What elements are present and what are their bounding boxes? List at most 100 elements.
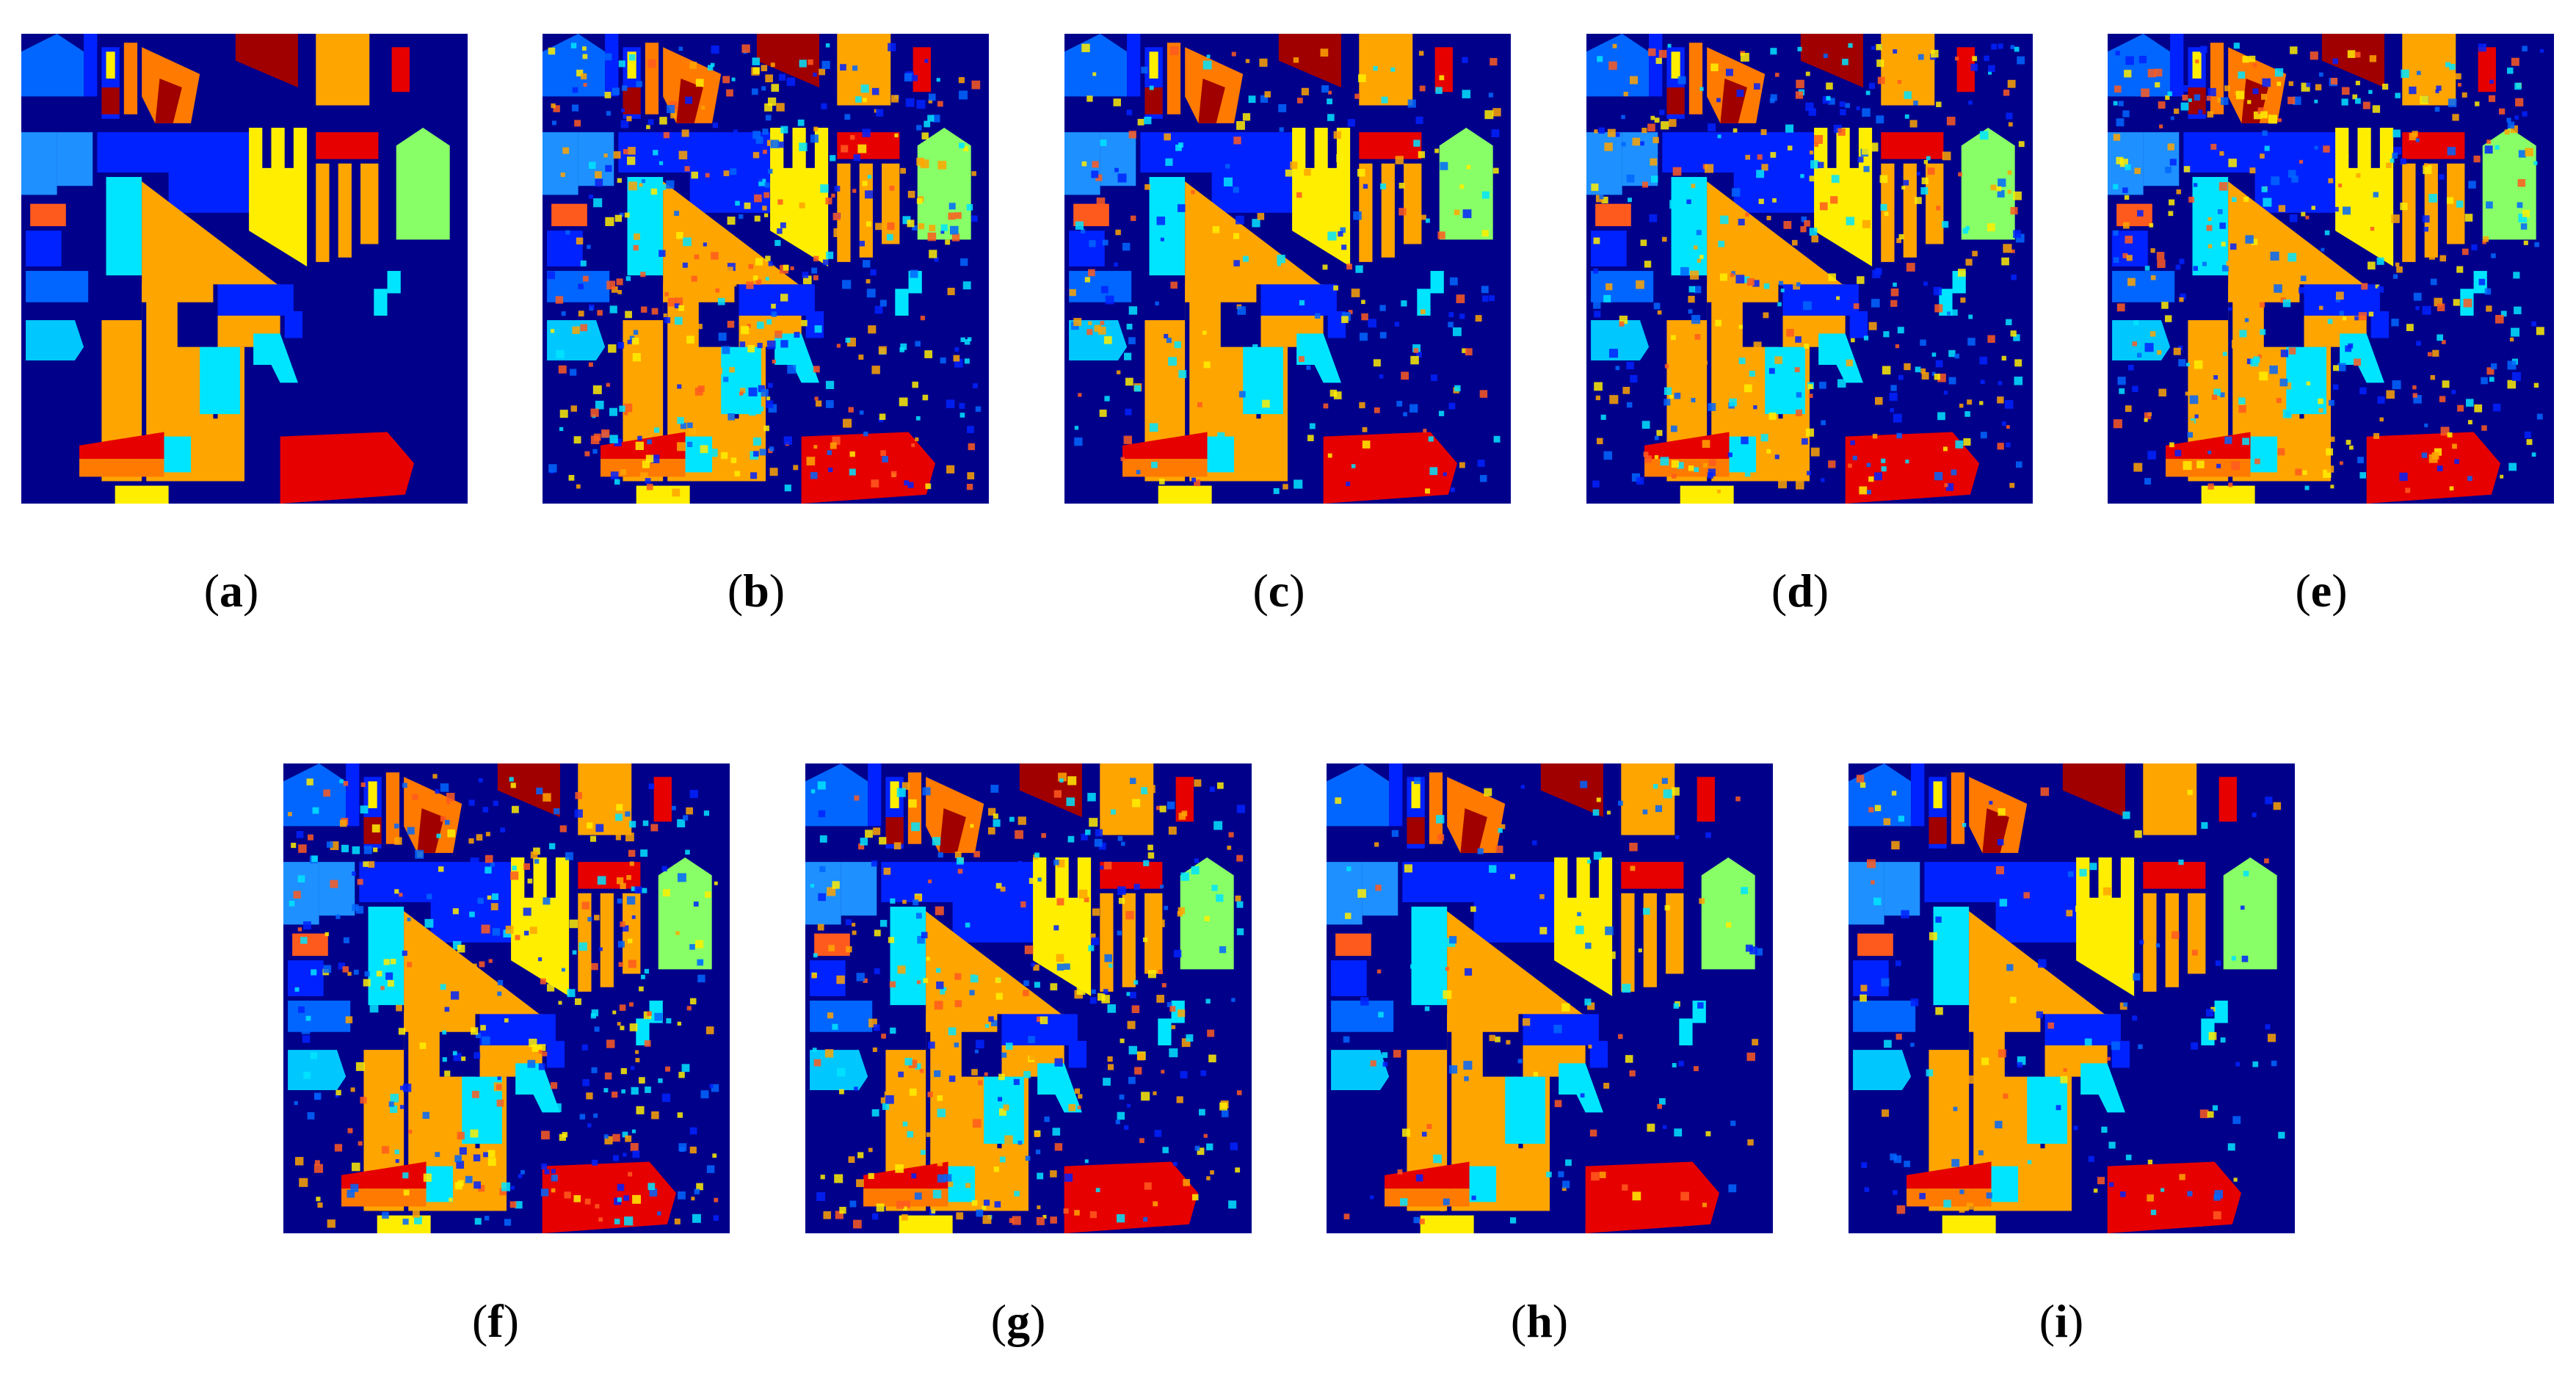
map-noise-pixel <box>1926 156 1931 161</box>
map-noise-pixel <box>2221 242 2226 247</box>
map-noise-pixel <box>1100 866 1104 870</box>
map-noise-pixel <box>648 783 655 790</box>
map-noise-pixel <box>298 844 307 853</box>
map-noise-pixel <box>616 804 623 811</box>
map-noise-pixel <box>1770 152 1777 158</box>
map-noise-pixel <box>1988 70 1992 75</box>
map-noise-pixel <box>857 1152 864 1158</box>
map-noise-pixel <box>1962 823 1967 827</box>
map-noise-pixel <box>296 830 304 838</box>
map-noise-pixel <box>2268 115 2277 124</box>
map-noise-pixel <box>911 443 915 447</box>
map-noise-pixel <box>1603 294 1611 302</box>
map-noise-pixel <box>1629 1070 1636 1077</box>
map-noise-pixel <box>1481 286 1489 294</box>
map-noise-pixel <box>2241 905 2245 910</box>
map-noise-pixel <box>715 288 720 293</box>
map-noise-pixel <box>625 276 631 281</box>
map-noise-pixel <box>633 330 639 335</box>
map-noise-pixel <box>1409 964 1415 969</box>
map-noise-pixel <box>990 785 999 793</box>
map-noise-pixel <box>965 1183 970 1189</box>
map-noise-pixel <box>819 835 827 843</box>
map-noise-pixel <box>1749 946 1758 955</box>
map-noise-pixel <box>402 1219 409 1225</box>
map-noise-pixel <box>1882 366 1891 375</box>
map-noise-pixel <box>1979 401 1984 405</box>
map-noise-pixel <box>385 972 393 980</box>
map-noise-pixel <box>2249 55 2256 62</box>
map-noise-pixel <box>592 449 598 454</box>
map-noise-pixel <box>595 824 604 832</box>
map-noise-pixel <box>2137 210 2144 217</box>
map-region <box>895 289 909 316</box>
map-noise-pixel <box>1124 1125 1129 1131</box>
map-noise-pixel <box>857 144 867 153</box>
map-noise-pixel <box>948 1027 957 1036</box>
map-noise-pixel <box>1760 129 1767 135</box>
map-noise-pixel <box>920 1150 926 1155</box>
map-noise-pixel <box>1471 1195 1476 1200</box>
map-noise-pixel <box>1810 160 1819 169</box>
map-region <box>868 763 882 827</box>
map-noise-pixel <box>654 1012 663 1021</box>
map-noise-pixel <box>2486 305 2492 312</box>
caption-g: (g) <box>990 1295 1046 1347</box>
map-noise-pixel <box>697 324 703 330</box>
map-noise-pixel <box>814 325 822 333</box>
map-noise-pixel <box>2328 178 2334 184</box>
map-noise-pixel <box>620 120 629 128</box>
map-noise-pixel <box>578 283 584 289</box>
map-noise-pixel <box>998 1108 1006 1116</box>
map-noise-pixel <box>1650 158 1658 166</box>
map-noise-pixel <box>1654 454 1659 460</box>
map-noise-pixel <box>1130 777 1136 784</box>
map-noise-pixel <box>922 394 929 401</box>
map-noise-pixel <box>2274 68 2284 77</box>
map-noise-pixel <box>1691 398 1696 403</box>
map-noise-pixel <box>1068 1103 1076 1111</box>
map-noise-pixel <box>1448 402 1456 410</box>
map-noise-pixel <box>833 228 843 237</box>
map-noise-pixel <box>1980 380 1985 385</box>
map-noise-pixel <box>1647 123 1655 132</box>
map-noise-pixel <box>808 59 813 65</box>
map-noise-pixel <box>1708 123 1716 132</box>
map-noise-pixel <box>2345 345 2352 352</box>
map-noise-pixel <box>592 1159 598 1166</box>
map-noise-pixel <box>620 921 625 927</box>
map-noise-pixel <box>1297 98 1303 104</box>
map-noise-pixel <box>2369 55 2377 62</box>
map-noise-pixel <box>1203 1133 1208 1138</box>
map-noise-pixel <box>2486 367 2495 375</box>
map-noise-pixel <box>1523 1018 1531 1026</box>
map-region <box>1926 163 1944 244</box>
map-noise-pixel <box>2514 306 2522 315</box>
map-noise-pixel <box>1862 108 1871 117</box>
map-noise-pixel <box>548 912 553 917</box>
map-noise-pixel <box>839 1206 846 1214</box>
map-noise-pixel <box>1122 242 1131 251</box>
map-noise-pixel <box>677 873 686 882</box>
map-noise-pixel <box>548 464 557 473</box>
map-noise-pixel <box>1017 1140 1023 1145</box>
map-region <box>1180 857 1234 970</box>
map-noise-pixel <box>1884 211 1889 217</box>
map-noise-pixel <box>967 337 972 341</box>
map-noise-pixel <box>587 1123 592 1128</box>
map-noise-pixel <box>480 1025 486 1031</box>
map-noise-pixel <box>2327 319 2333 324</box>
map-noise-pixel <box>1373 359 1381 367</box>
map-noise-pixel <box>705 1026 714 1034</box>
map-noise-pixel <box>2441 340 2446 344</box>
map-noise-pixel <box>1363 184 1368 189</box>
map-noise-pixel <box>1606 810 1611 815</box>
map-region <box>2108 34 2171 97</box>
map-noise-pixel <box>1097 326 1106 335</box>
map-noise-pixel <box>677 819 686 828</box>
map-noise-pixel <box>2210 143 2217 150</box>
map-noise-pixel <box>1747 1139 1754 1146</box>
map-noise-pixel <box>2372 105 2381 113</box>
classification-map-g <box>805 763 1252 1233</box>
map-noise-pixel <box>897 965 906 974</box>
